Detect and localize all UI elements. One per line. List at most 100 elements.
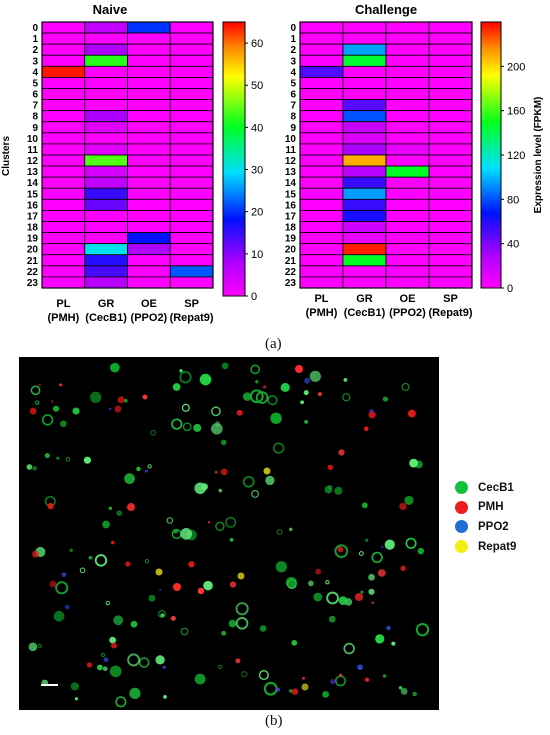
heatmap-cell — [385, 132, 430, 145]
heatmap-cell — [127, 198, 171, 211]
cell-signal — [377, 569, 386, 577]
cell-signal — [211, 406, 221, 417]
cell-signal — [242, 475, 255, 488]
heatmap-cell — [342, 54, 387, 67]
column-label: (PMH) — [306, 307, 338, 319]
heatmap-cell — [342, 276, 387, 289]
cell-signal — [265, 475, 275, 486]
cell-signal — [381, 545, 384, 549]
heatmap-cell — [385, 99, 430, 112]
cell-signal — [267, 395, 278, 406]
cell-signal — [412, 691, 417, 697]
cell-signal — [55, 581, 69, 595]
cell-signal — [343, 642, 355, 655]
cell-signal — [241, 671, 248, 678]
heatmap-cell — [169, 232, 214, 245]
cell-signal — [218, 488, 223, 493]
cell-signal — [207, 520, 211, 524]
column-label: GR — [356, 293, 373, 305]
heatmap-cell — [428, 165, 473, 178]
cell-signal — [291, 688, 299, 695]
heatmap-cell — [41, 243, 86, 256]
row-label: 10 — [27, 134, 39, 145]
row-label: 10 — [285, 134, 297, 145]
cell-signal — [259, 625, 267, 632]
panel-label-a: (a) — [265, 336, 282, 352]
heatmap-cell — [428, 232, 473, 245]
cell-signal — [326, 591, 339, 605]
cell-signal — [272, 442, 285, 454]
cell-signal — [235, 658, 241, 664]
heatmap-cell — [169, 21, 214, 34]
cell-signal — [371, 601, 374, 604]
column-label: SP — [443, 293, 458, 305]
heatmap-cell — [428, 54, 473, 67]
heatmap-cell — [127, 254, 171, 267]
cell-signal — [407, 409, 416, 418]
row-label: 13 — [285, 167, 297, 178]
heatmap-cell — [342, 99, 387, 112]
cell-signal — [114, 405, 122, 413]
cell-signal — [405, 537, 417, 549]
heatmap-cell — [428, 210, 473, 222]
heatmap-cell — [428, 243, 473, 256]
cell-signal — [309, 370, 321, 382]
cell-signal — [303, 390, 309, 396]
heatmap-cell — [428, 21, 473, 34]
heatmap-cell — [84, 121, 128, 134]
legend-item-cecb1: CecB1 — [455, 478, 516, 498]
heatmap-cell — [299, 232, 344, 245]
heatmap-cell — [385, 32, 430, 45]
heatmap-cell — [299, 243, 344, 256]
cell-signal — [166, 517, 174, 524]
heatmap-cell — [299, 254, 344, 267]
cell-signal — [258, 669, 269, 681]
cell-signal — [368, 411, 376, 419]
column-label: PL — [314, 293, 328, 305]
heatmap-cell — [299, 276, 344, 289]
cell-signal — [339, 673, 343, 677]
row-label: 6 — [32, 90, 38, 101]
heatmap-cell — [41, 88, 86, 100]
heatmap-cell — [428, 110, 473, 123]
heatmap-cell — [127, 232, 171, 245]
row-label: 23 — [285, 278, 297, 289]
heatmap-cell — [41, 232, 86, 245]
cell-signal — [358, 551, 364, 556]
heatmap-cell — [84, 43, 128, 56]
heatmap-cell — [84, 210, 128, 222]
heatmap-cell — [127, 54, 171, 67]
cell-signal — [26, 464, 33, 470]
heatmap-cell — [84, 232, 128, 245]
heatmap-cell — [41, 198, 86, 211]
heatmap-cell — [127, 32, 171, 45]
cell-signal — [65, 457, 71, 462]
cell-signal — [203, 580, 213, 591]
cell-signal — [47, 502, 54, 510]
cell-signal — [364, 677, 370, 682]
heatmap-cell — [41, 132, 86, 145]
cell-signal — [343, 377, 348, 382]
heatmap-cell — [342, 110, 387, 123]
heatmap-cell — [127, 77, 171, 89]
heatmap-cell — [127, 210, 171, 222]
colorbar-tick-label: 0 — [507, 283, 513, 295]
heatmap-cell — [41, 254, 86, 267]
cell-signal — [79, 567, 86, 574]
colorbar-tick-label: 120 — [507, 150, 525, 162]
heatmap-cell — [84, 265, 128, 278]
cell-signal — [275, 561, 287, 573]
cell-signal — [214, 470, 218, 474]
cell-signal — [170, 615, 176, 621]
cell-signal — [368, 573, 375, 581]
cell-signal — [171, 418, 183, 430]
heatmap-cell — [169, 154, 214, 167]
heatmap-cell — [41, 121, 86, 134]
scale-bar — [41, 684, 58, 686]
heatmap-cell — [385, 121, 430, 134]
column-label: (PPO2) — [131, 312, 168, 324]
cell-signal — [35, 400, 40, 405]
cell-signal — [398, 686, 403, 690]
heatmap-cell — [342, 165, 387, 178]
